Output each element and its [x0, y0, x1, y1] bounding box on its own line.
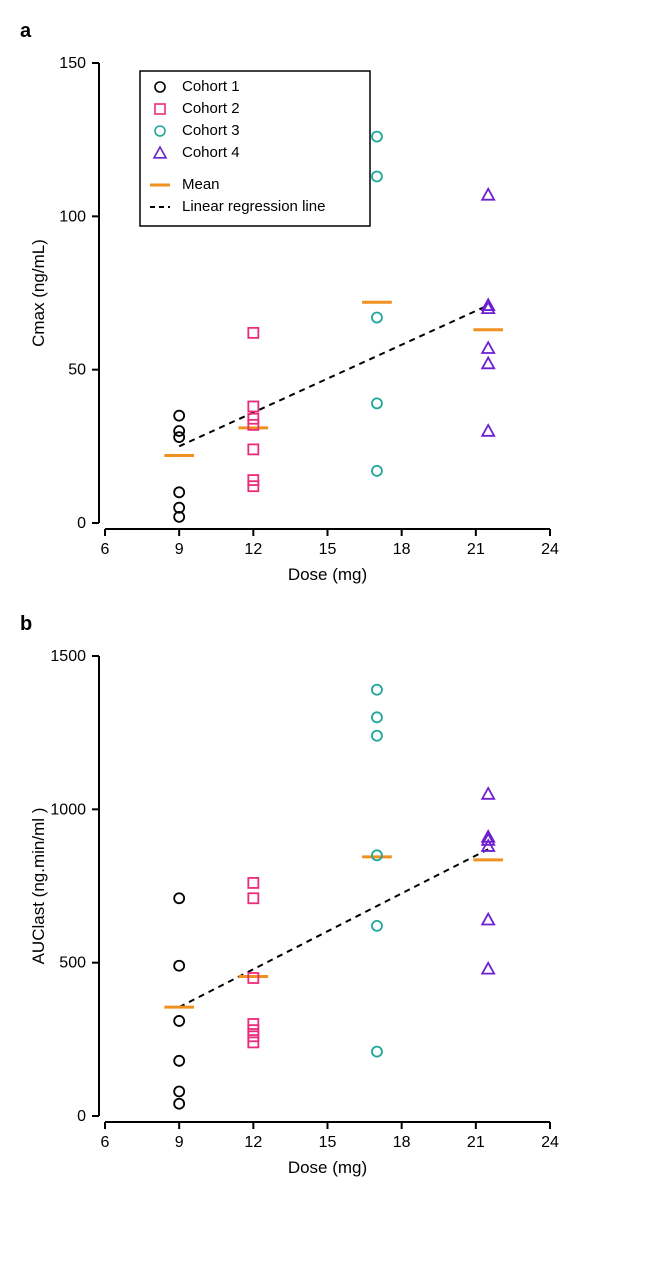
svg-text:0: 0: [77, 1108, 86, 1125]
svg-text:AUClast (ng.min/ml ): AUClast (ng.min/ml ): [29, 808, 48, 965]
svg-text:9: 9: [175, 1134, 184, 1151]
svg-text:12: 12: [244, 1134, 262, 1151]
svg-text:6: 6: [101, 541, 110, 558]
svg-text:Cohort 4: Cohort 4: [182, 144, 240, 161]
figure: a 691215182124050100150Dose (mg)Cmax (ng…: [20, 20, 626, 1186]
svg-text:6: 6: [101, 1134, 110, 1151]
svg-text:18: 18: [393, 541, 411, 558]
svg-text:21: 21: [467, 541, 485, 558]
svg-text:Cohort 3: Cohort 3: [182, 122, 240, 139]
svg-text:500: 500: [59, 955, 86, 972]
svg-text:Cmax (ng/mL): Cmax (ng/mL): [29, 239, 48, 347]
svg-text:18: 18: [393, 1134, 411, 1151]
svg-text:1000: 1000: [50, 801, 86, 818]
svg-text:Cohort 2: Cohort 2: [182, 100, 240, 117]
svg-text:Dose (mg): Dose (mg): [288, 565, 367, 584]
svg-text:Cohort 1: Cohort 1: [182, 78, 240, 95]
svg-text:1500: 1500: [50, 648, 86, 665]
svg-text:24: 24: [541, 541, 559, 558]
svg-text:150: 150: [59, 55, 86, 72]
panel-b-chart: 6 9 12 15 18 21 24 0 500 1000 1500 Dose (mg) AUClast…: [20, 626, 580, 1186]
svg-text:Mean: Mean: [182, 176, 220, 193]
svg-text:Dose (mg): Dose (mg): [288, 1158, 367, 1177]
svg-text:100: 100: [59, 208, 86, 225]
svg-text:12: 12: [244, 541, 262, 558]
svg-text:21: 21: [467, 1134, 485, 1151]
panel-a-chart: 6 9 12 15 18 21 24 0 50 100 150 Dose (mg) Cmax (ng/m…: [20, 33, 580, 593]
svg-text:9: 9: [175, 541, 184, 558]
svg-text:0: 0: [77, 515, 86, 532]
svg-text:15: 15: [319, 1134, 337, 1151]
svg-text:Linear regression line: Linear regression line: [182, 198, 325, 215]
svg-text:15: 15: [319, 541, 337, 558]
svg-text:24: 24: [541, 1134, 559, 1151]
svg-text:50: 50: [68, 362, 86, 379]
